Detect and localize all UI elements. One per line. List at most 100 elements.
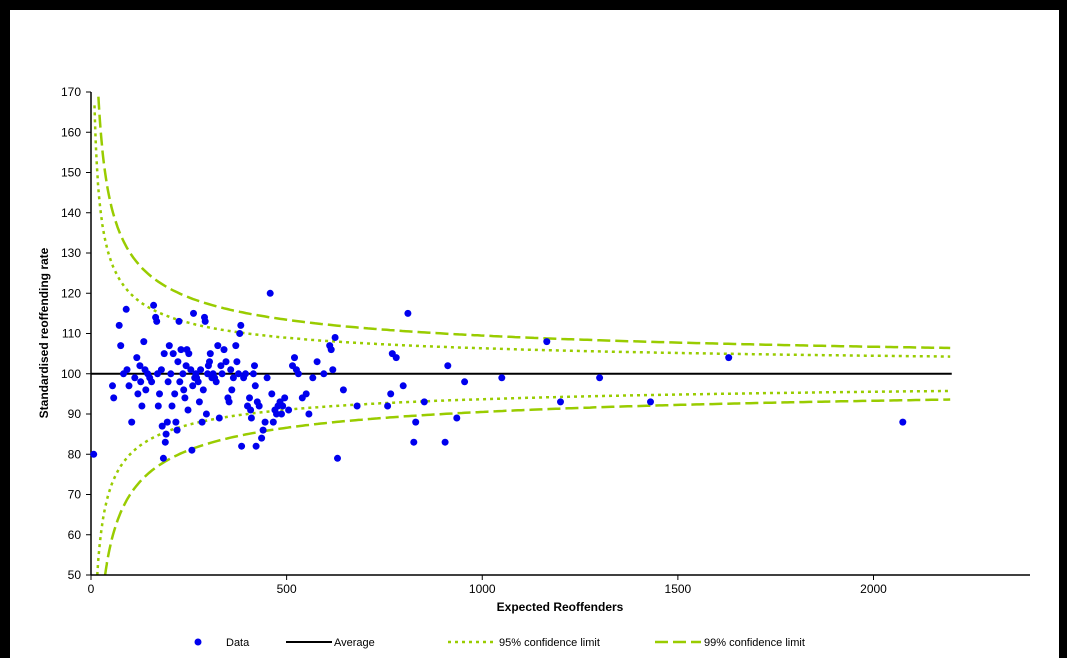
ci95-lower-line	[96, 389, 951, 576]
data-point	[159, 454, 167, 462]
data-point	[339, 386, 347, 394]
data-point	[251, 382, 259, 390]
y-tick-label: 120	[61, 286, 81, 300]
data-point	[133, 354, 141, 362]
data-point	[168, 402, 176, 410]
data-point	[110, 394, 118, 402]
data-point	[237, 321, 245, 329]
x-axis-label: Expected Reoffenders	[497, 600, 624, 614]
data-point	[157, 366, 165, 374]
data-point	[167, 370, 175, 378]
data-point	[206, 350, 214, 358]
data-point	[329, 366, 337, 374]
data-point	[197, 366, 205, 374]
data-point	[899, 418, 907, 426]
data-point	[268, 390, 276, 398]
data-point	[353, 402, 361, 410]
ci99-upper-line	[97, 96, 951, 350]
data-point	[176, 378, 184, 386]
data-point	[543, 338, 551, 346]
data-point	[142, 386, 150, 394]
data-point	[309, 374, 317, 382]
y-tick-label: 60	[68, 528, 82, 542]
chart-lines	[91, 96, 952, 576]
data-point	[125, 382, 133, 390]
axis-ticks: 0 500 1000 1500 2000 50 60 70 80 90 100 110 120 130 14…	[61, 85, 887, 596]
data-point	[179, 370, 187, 378]
data-point	[202, 410, 210, 418]
x-tick-label: 0	[88, 582, 95, 596]
y-tick-label: 140	[61, 206, 81, 220]
data-point	[215, 414, 223, 422]
data-point	[198, 418, 206, 426]
y-tick-label: 150	[61, 166, 81, 180]
data-point	[184, 406, 192, 414]
legend-data-marker	[194, 638, 202, 646]
data-point	[109, 382, 116, 390]
data-point	[164, 378, 172, 386]
data-point	[273, 410, 280, 418]
data-point	[327, 346, 335, 354]
data-point	[201, 317, 209, 325]
data-point	[156, 390, 163, 398]
data-point	[174, 358, 182, 366]
data-point	[217, 362, 225, 370]
data-point	[171, 390, 179, 398]
data-point	[238, 442, 246, 450]
data-point	[212, 378, 220, 386]
data-point	[161, 438, 169, 446]
data-point	[444, 362, 452, 370]
data-point	[134, 390, 142, 398]
data-point	[131, 374, 139, 382]
data-point	[194, 378, 202, 386]
data-point	[404, 309, 412, 317]
data-point	[255, 402, 263, 410]
y-tick-label: 100	[61, 367, 81, 381]
data-point	[261, 418, 269, 426]
data-point	[291, 354, 298, 362]
data-point	[148, 378, 156, 386]
data-point	[313, 358, 321, 366]
data-point	[320, 370, 328, 378]
data-point	[251, 362, 258, 370]
data-point	[122, 305, 130, 313]
y-tick-label: 170	[61, 85, 81, 99]
x-tick-label: 2000	[860, 582, 887, 596]
data-point	[246, 394, 253, 402]
data-point	[185, 350, 193, 358]
data-point	[150, 301, 158, 309]
data-point	[175, 317, 183, 325]
data-point	[236, 330, 244, 337]
data-point	[596, 374, 604, 382]
data-point	[247, 414, 255, 422]
y-tick-label: 50	[68, 568, 82, 582]
legend-95-label: 95% confidence limit	[499, 637, 600, 649]
data-point	[281, 394, 289, 402]
legend-99-label: 99% confidence limit	[704, 637, 805, 649]
data-point	[154, 402, 162, 410]
data-point	[136, 362, 144, 370]
data-point	[180, 386, 188, 394]
data-point	[453, 414, 461, 422]
data-point	[269, 418, 277, 426]
data-point	[412, 418, 420, 426]
ci95-upper-line	[93, 105, 951, 358]
data-point	[158, 422, 166, 430]
data-point	[195, 398, 203, 406]
data-point	[90, 450, 98, 458]
y-axis-label: Standardised reoffending rate	[37, 247, 51, 418]
data-point	[247, 406, 255, 414]
data-point	[249, 370, 257, 378]
y-tick-label: 130	[61, 246, 81, 260]
data-point	[294, 370, 302, 378]
data-point	[173, 426, 181, 434]
data-point	[160, 350, 168, 358]
data-point	[278, 410, 285, 418]
data-point	[190, 309, 197, 317]
data-point	[232, 342, 240, 350]
data-point	[647, 398, 654, 406]
x-tick-label: 1500	[665, 582, 692, 596]
data-point	[259, 426, 267, 434]
data-points	[90, 289, 907, 462]
